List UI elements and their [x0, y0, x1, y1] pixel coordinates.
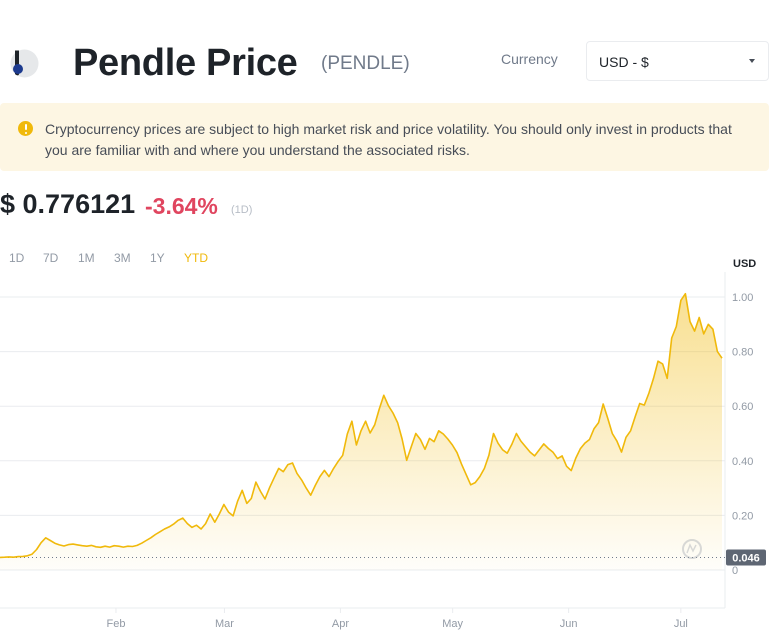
range-tab-1m[interactable]: 1M: [78, 251, 95, 265]
range-tab-ytd[interactable]: YTD: [184, 251, 208, 265]
baseline-value-label: 0.046: [732, 552, 760, 564]
baseline-value-badge: [726, 549, 766, 566]
y-axis-unit-label: USD: [733, 258, 756, 270]
x-tick-label: Mar: [215, 618, 234, 630]
y-tick-label: 0.20: [732, 510, 753, 522]
current-price: $ 0.776121: [0, 189, 136, 219]
y-tick-label: 1.00: [732, 292, 753, 304]
x-tick-label: Apr: [332, 618, 349, 630]
range-tab-7d[interactable]: 7D: [43, 251, 59, 265]
currency-value: USD - $: [599, 54, 649, 70]
y-tick-label: 0.40: [732, 456, 753, 468]
chevron-down-icon: [749, 59, 755, 63]
pendle-logo-icon: [10, 49, 39, 78]
price-change-period: (1D): [231, 204, 253, 216]
page-title: Pendle Price: [73, 42, 298, 84]
x-tick-label: Jun: [560, 618, 578, 630]
x-tick-label: Jul: [674, 618, 688, 630]
warning-icon: [18, 121, 33, 136]
risk-warning-text: Cryptocurrency prices are subject to hig…: [45, 121, 732, 158]
watermark-logo-icon: [682, 539, 702, 559]
y-tick-label: 0: [732, 565, 738, 577]
x-tick-label: May: [442, 618, 463, 630]
ticker-symbol: (PENDLE): [321, 53, 410, 74]
range-tab-3m[interactable]: 3M: [114, 251, 131, 265]
currency-select[interactable]: USD - $: [586, 41, 769, 81]
x-tick-label: Feb: [106, 618, 125, 630]
price-change: -3.64%: [145, 193, 218, 219]
risk-warning-banner: Cryptocurrency prices are subject to hig…: [0, 103, 769, 171]
price-line: [0, 292, 723, 559]
currency-label: Currency: [501, 51, 558, 67]
y-tick-label: 0.80: [732, 347, 753, 359]
range-tab-1d[interactable]: 1D: [9, 251, 25, 265]
y-tick-label: 0.60: [732, 401, 753, 413]
range-tab-1y[interactable]: 1Y: [150, 251, 165, 265]
